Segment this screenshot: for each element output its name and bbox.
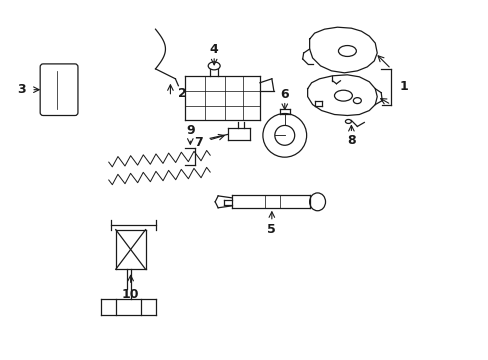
Text: 1: 1 [399,80,407,93]
Text: 3: 3 [17,83,25,96]
Text: 9: 9 [185,124,194,137]
Text: 10: 10 [122,288,139,301]
Text: 8: 8 [346,134,355,147]
Text: 2: 2 [178,87,186,100]
Text: 6: 6 [280,88,288,101]
Text: 7: 7 [194,136,202,149]
Text: 5: 5 [267,223,276,236]
Text: 4: 4 [209,42,218,55]
